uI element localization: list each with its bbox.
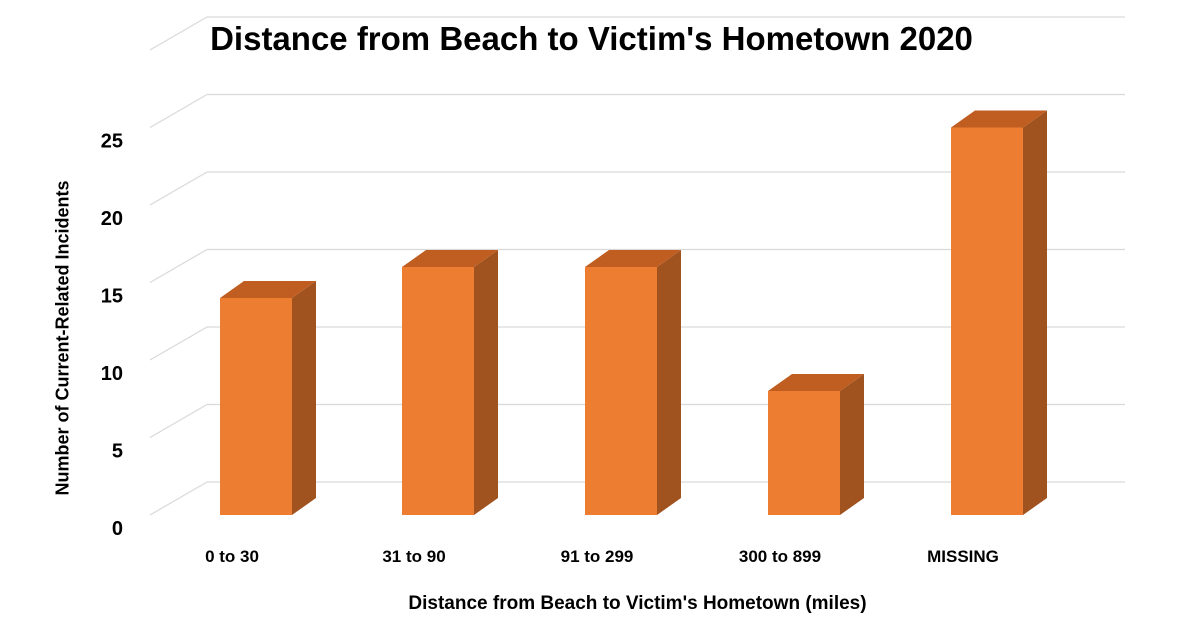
y-axis-label: Number of Current-Related Incidents [52,180,73,496]
bar-top [951,110,1047,128]
bar [768,374,864,515]
bar-front [951,127,1023,515]
y-tick-label: 25 [101,131,123,153]
x-category-label: 91 to 299 [561,547,634,566]
bar-front [220,298,292,515]
gridline-wall [149,248,208,284]
bar-side [1023,110,1047,515]
bar-top [768,374,864,391]
bar [951,110,1047,515]
x-category-label: 300 to 899 [739,547,821,566]
bar-front [585,267,657,515]
y-tick-label: 5 [112,441,123,463]
gridline-wall [149,16,208,51]
chart-title: Distance from Beach to Victim's Hometown… [210,20,973,57]
gridline-wall [149,403,208,439]
bar-front [768,391,840,515]
bar-front [402,267,474,515]
bar [220,281,316,515]
bar-top [402,250,498,267]
y-tick-label: 20 [101,208,123,230]
bar-side [657,250,681,515]
x-category-label: MISSING [927,547,999,566]
x-category-label: 31 to 90 [382,547,445,566]
gridline-wall [149,171,208,206]
y-tick-label: 15 [101,286,123,308]
bar-side [840,374,864,515]
gridline-wall [149,481,208,516]
x-axis-label: Distance from Beach to Victim's Hometown… [408,593,867,614]
bar-top [220,281,316,298]
y-tick-label: 0 [112,518,123,540]
x-category-label: 0 to 30 [205,547,259,566]
bar [585,250,681,515]
x-axis-categories: 0 to 30 31 to 90 91 to 299 300 to 899 MISSIN… [205,547,999,566]
y-axis-ticks: 0 5 10 15 20 25 [101,131,123,541]
bar [402,250,498,515]
bar-side [474,250,498,515]
bar-side [292,281,316,515]
gridline-wall [149,93,208,129]
bar-top [585,250,681,267]
gridline-wall [149,326,208,361]
y-tick-label: 10 [101,363,123,385]
bars [220,110,1047,515]
